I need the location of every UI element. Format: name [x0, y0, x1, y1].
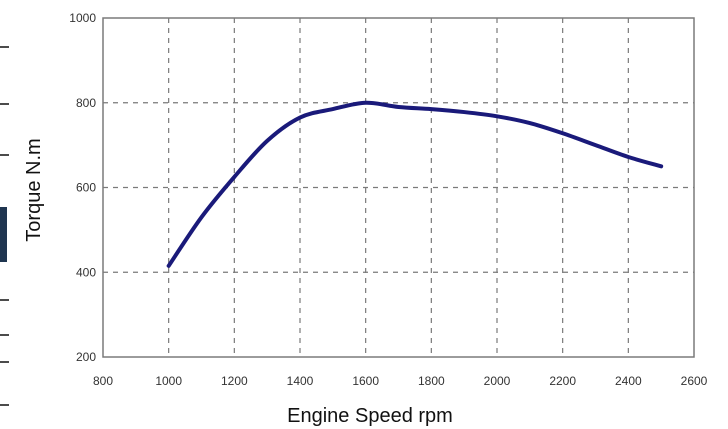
y-axis-ticks: 200 400 600 800 1000 [69, 11, 96, 364]
x-tick-label: 1600 [352, 374, 379, 388]
x-tick-label: 2000 [484, 374, 511, 388]
x-tick-label: 1000 [155, 374, 182, 388]
x-tick-label: 2400 [615, 374, 642, 388]
y-tick-label: 400 [76, 265, 96, 279]
x-tick-label: 1800 [418, 374, 445, 388]
x-tick-label: 800 [93, 374, 113, 388]
left-edge-marks [0, 46, 9, 406]
x-axis-label: Engine Speed rpm [287, 405, 453, 427]
x-tick-label: 1400 [287, 374, 314, 388]
left-edge-block [0, 207, 7, 262]
torque-curve-line [166, 100, 664, 268]
grid [103, 18, 694, 357]
y-tick-label: 600 [76, 181, 96, 195]
x-tick-label: 2200 [549, 374, 576, 388]
y-tick-label: 1000 [69, 11, 96, 25]
y-tick-label: 200 [76, 350, 96, 364]
x-tick-label: 1200 [221, 374, 248, 388]
series-layer [166, 100, 664, 268]
y-axis-label: Torque N.m [23, 138, 45, 241]
y-tick-label: 800 [76, 96, 96, 110]
plot-frame [102, 17, 695, 358]
x-axis-ticks: 800 1000 1200 1400 1600 1800 2000 2200 2400 2600 [93, 374, 708, 388]
x-tick-label: 2600 [681, 374, 708, 388]
